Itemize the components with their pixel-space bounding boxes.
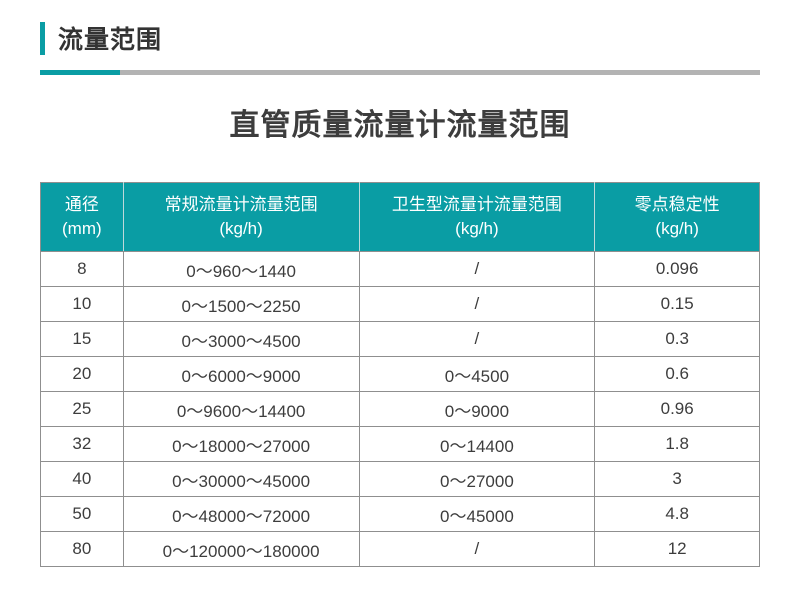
header-unit: (mm) <box>62 219 102 238</box>
cell-sanitary-range: 0～27000 <box>358 461 596 497</box>
cell-sanitary-range: 0～45000 <box>358 496 596 532</box>
cell-zero-stability: 0.15 <box>594 286 760 322</box>
header-label: 卫生型流量计流量范围 <box>391 195 562 215</box>
table-header-row: 通径 (mm) 常规流量计流量范围 (kg/h) 卫生型流量计流量范围 (kg/… <box>40 182 760 252</box>
flow-range-table: 通径 (mm) 常规流量计流量范围 (kg/h) 卫生型流量计流量范围 (kg/… <box>40 182 760 567</box>
cell-diameter: 10 <box>40 286 124 322</box>
divider-accent-segment <box>40 70 120 75</box>
section-heading: 流量范围 <box>40 20 162 56</box>
cell-sanitary-range: / <box>358 251 596 287</box>
cell-diameter: 15 <box>40 321 124 357</box>
cell-diameter: 80 <box>40 531 124 567</box>
cell-diameter: 8 <box>40 251 124 287</box>
cell-sanitary-range: / <box>358 531 596 567</box>
cell-standard-range: 0～960～1440 <box>122 251 360 287</box>
divider-line <box>40 70 760 75</box>
table-row: 25 0～9600～14400 0～9000 0.96 <box>40 391 760 427</box>
header-cell-sanitary-range: 卫生型流量计流量范围 (kg/h) <box>358 182 596 252</box>
cell-standard-range: 0～3000～4500 <box>122 321 360 357</box>
table-row: 50 0～48000～72000 0～45000 4.8 <box>40 496 760 532</box>
cell-sanitary-range: 0～4500 <box>358 356 596 392</box>
cell-diameter: 32 <box>40 426 124 462</box>
table-row: 80 0～120000～180000 / 12 <box>40 531 760 567</box>
cell-zero-stability: 0.96 <box>594 391 760 427</box>
table-row: 40 0～30000～45000 0～27000 3 <box>40 461 760 497</box>
page-title: 直管质量流量计流量范围 <box>229 109 571 142</box>
header-unit: (kg/h) <box>455 219 499 238</box>
header-unit: (kg/h) <box>655 219 699 238</box>
cell-diameter: 40 <box>40 461 124 497</box>
cell-diameter: 50 <box>40 496 124 532</box>
cell-standard-range: 0～6000～9000 <box>122 356 360 392</box>
cell-zero-stability: 4.8 <box>594 496 760 532</box>
header-label: 零点稳定性 <box>634 195 720 215</box>
section-heading-label: 流量范围 <box>58 26 163 54</box>
table-body: 8 0～960～1440 / 0.096 10 0～1500～2250 / 0.… <box>40 251 760 567</box>
cell-zero-stability: 0.6 <box>594 356 760 392</box>
cell-sanitary-range: / <box>358 321 596 357</box>
cell-standard-range: 0～30000～45000 <box>122 461 360 497</box>
cell-standard-range: 0～1500～2250 <box>122 286 360 322</box>
cell-sanitary-range: 0～9000 <box>358 391 596 427</box>
header-cell-diameter: 通径 (mm) <box>40 182 124 252</box>
cell-diameter: 25 <box>40 391 124 427</box>
cell-sanitary-range: 0～14400 <box>358 426 596 462</box>
header-cell-zero-stability: 零点稳定性 (kg/h) <box>594 182 760 252</box>
cell-zero-stability: 0.3 <box>594 321 760 357</box>
table-row: 8 0～960～1440 / 0.096 <box>40 251 760 287</box>
header-unit: (kg/h) <box>219 219 263 238</box>
table-row: 10 0～1500～2250 / 0.15 <box>40 286 760 322</box>
cell-standard-range: 0～9600～14400 <box>122 391 360 427</box>
cell-zero-stability: 1.8 <box>594 426 760 462</box>
cell-standard-range: 0～120000～180000 <box>122 531 360 567</box>
cell-standard-range: 0～18000～27000 <box>122 426 360 462</box>
cell-zero-stability: 12 <box>594 531 760 567</box>
cell-sanitary-range: / <box>358 286 596 322</box>
accent-bar <box>40 21 45 55</box>
cell-diameter: 20 <box>40 356 124 392</box>
cell-standard-range: 0～48000～72000 <box>122 496 360 532</box>
header-cell-standard-range: 常规流量计流量范围 (kg/h) <box>122 182 360 252</box>
table-row: 15 0～3000～4500 / 0.3 <box>40 321 760 357</box>
header-label: 常规流量计流量范围 <box>164 195 318 215</box>
cell-zero-stability: 3 <box>594 461 760 497</box>
cell-zero-stability: 0.096 <box>594 251 760 287</box>
table-row: 32 0～18000～27000 0～14400 1.8 <box>40 426 760 462</box>
table-row: 20 0～6000～9000 0～4500 0.6 <box>40 356 760 392</box>
header-label: 通径 <box>64 195 99 215</box>
